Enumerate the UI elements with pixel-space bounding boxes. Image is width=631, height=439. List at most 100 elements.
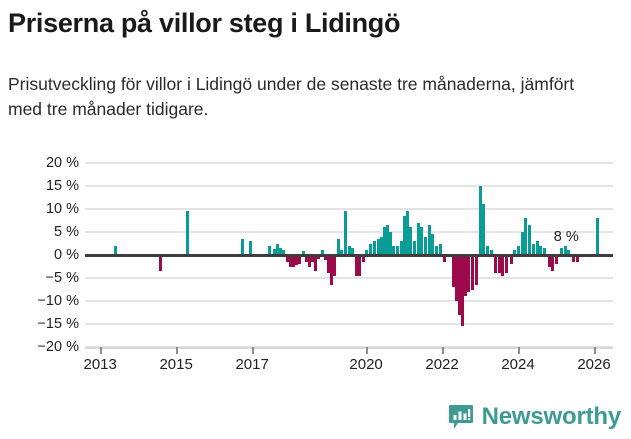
- x-axis-tick: [594, 347, 596, 354]
- gridline: [85, 208, 613, 210]
- bar: [423, 236, 427, 255]
- bar: [524, 218, 528, 255]
- bar: [497, 255, 501, 274]
- bar: [406, 211, 410, 255]
- y-axis-tick-label: 0 %: [54, 247, 79, 263]
- bar-chart: 20 % 15 % 10 % 5 % 0 % −5 % −10 % −15 % −20 % 20…: [0, 150, 631, 390]
- bar: [420, 227, 424, 255]
- bar: [439, 243, 443, 255]
- bar: [344, 211, 348, 255]
- brand-name: Newsworthy: [481, 403, 622, 430]
- page-subtitle: Prisutveckling för villor i Lidingö unde…: [8, 74, 575, 119]
- bar: [559, 248, 563, 255]
- bar: [313, 255, 317, 272]
- bar: [595, 218, 599, 255]
- bar: [301, 251, 305, 255]
- x-axis-line: [85, 347, 613, 349]
- x-axis-tick-label: 2020: [349, 356, 383, 373]
- bar: [275, 243, 279, 255]
- bar: [563, 245, 567, 255]
- gridline: [85, 300, 613, 302]
- bar: [535, 241, 539, 255]
- bar: [316, 255, 320, 259]
- bar: [417, 222, 420, 255]
- bar: [388, 232, 392, 255]
- bar: [493, 255, 497, 274]
- bar: [382, 227, 386, 255]
- bar: [555, 255, 559, 265]
- bar: [451, 255, 455, 288]
- bar: [323, 255, 327, 260]
- y-axis-tick-label: 20 %: [45, 155, 79, 171]
- bar: [470, 255, 474, 290]
- bar: [365, 250, 369, 255]
- bar: [327, 255, 331, 274]
- gridline: [85, 162, 613, 164]
- bar: [281, 250, 285, 255]
- bar: [403, 215, 407, 255]
- x-axis-tick-label: 2026: [577, 356, 611, 373]
- bar: [385, 225, 389, 255]
- bar: [431, 234, 435, 255]
- bar: [291, 255, 295, 267]
- bar: [186, 211, 190, 255]
- bar: [272, 249, 276, 255]
- y-axis-labels: 20 % 15 % 10 % 5 % 0 % −5 % −10 % −15 % −20 %: [0, 155, 79, 355]
- y-axis-tick-label: −20 %: [37, 339, 79, 355]
- bar: [159, 255, 163, 272]
- bar: [543, 248, 547, 255]
- bar: [340, 250, 344, 255]
- y-axis-tick-label: 15 %: [45, 178, 79, 194]
- bar: [379, 236, 383, 255]
- gridline: [85, 323, 613, 325]
- bar: [409, 227, 413, 255]
- bar: [501, 255, 505, 276]
- bar: [489, 250, 493, 255]
- bar: [330, 255, 334, 285]
- x-axis-tick-label: 2015: [159, 356, 193, 373]
- bar: [567, 250, 571, 255]
- plot-area: [85, 162, 613, 348]
- bar: [307, 255, 311, 267]
- bar: [531, 243, 535, 255]
- footer-branding: Newsworthy: [448, 403, 621, 431]
- bar: [350, 248, 354, 255]
- y-axis-tick-label: 10 %: [45, 201, 79, 217]
- bar: [478, 186, 482, 255]
- x-axis-tick: [176, 347, 178, 354]
- bar: [333, 255, 337, 276]
- x-axis-tick-label: 2022: [425, 356, 459, 373]
- bar: [372, 241, 376, 255]
- y-axis-tick-label: −5 %: [45, 270, 79, 286]
- bar: [278, 248, 282, 255]
- y-axis-tick-label: 5 %: [54, 224, 79, 240]
- bar: [113, 245, 117, 255]
- bar: [297, 255, 301, 265]
- bar: [458, 255, 462, 315]
- bar: [486, 245, 490, 255]
- bar: [539, 245, 543, 255]
- bar: [376, 238, 380, 255]
- bar-chart-speech-bubble-icon: [448, 404, 474, 430]
- x-axis-tick: [518, 347, 520, 354]
- bar: [285, 255, 289, 262]
- bar: [320, 250, 324, 255]
- bar: [288, 255, 292, 267]
- bar: [391, 245, 395, 255]
- bar: [304, 255, 308, 262]
- y-axis-tick-label: −15 %: [37, 316, 79, 332]
- bar: [521, 232, 525, 255]
- x-axis-tick-label: 2024: [501, 356, 535, 373]
- bar: [310, 255, 314, 262]
- bar: [461, 255, 465, 327]
- bar: [347, 245, 351, 255]
- gridline: [85, 277, 613, 279]
- bar: [505, 255, 509, 274]
- bar: [294, 255, 298, 266]
- bar: [267, 245, 271, 255]
- bar: [513, 250, 517, 255]
- bar: [571, 255, 575, 262]
- bar: [413, 241, 417, 255]
- bar: [361, 255, 365, 262]
